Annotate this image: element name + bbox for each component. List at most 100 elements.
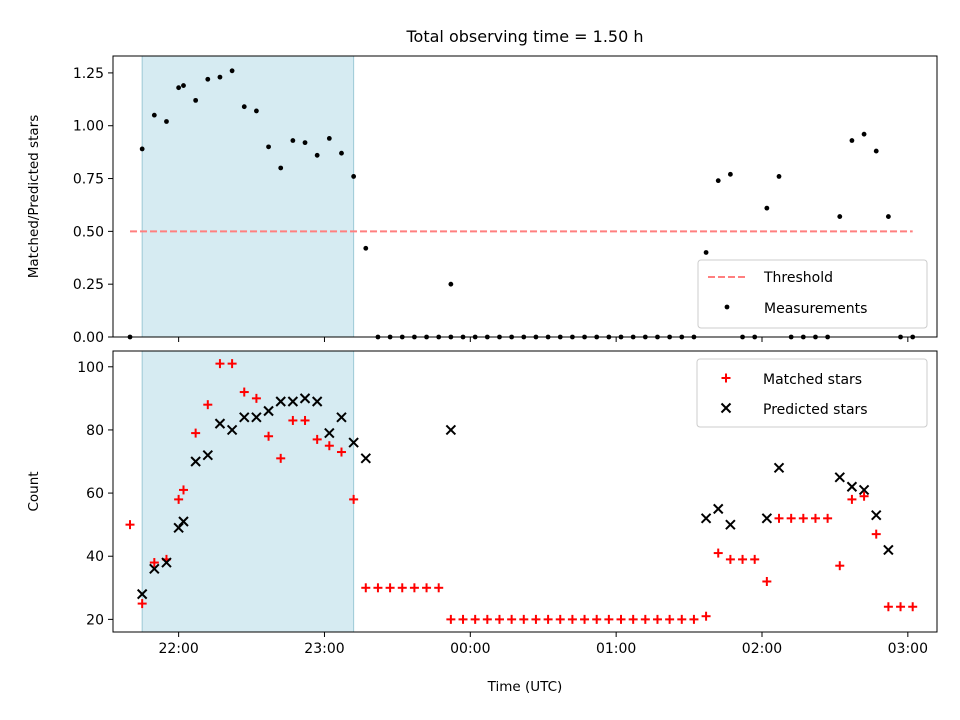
matched-star-marker — [409, 583, 419, 593]
observing-window-shade — [141, 350, 355, 633]
matched-star-marker — [689, 614, 699, 624]
measurement-point — [139, 146, 145, 152]
count-panel: 22:00 23:00 00:00 01:00 02:00 03:00 20 40 60 80 1… — [26, 350, 938, 695]
measurement-point — [339, 150, 344, 156]
matched-star-marker — [470, 614, 480, 624]
matched-star-marker — [137, 599, 147, 609]
matched-star-marker — [288, 415, 298, 425]
y-tick-label: 80 — [86, 423, 104, 439]
legend-matched-swatch — [721, 373, 731, 383]
matched-star-marker — [434, 583, 444, 593]
predicted-star-marker — [858, 484, 870, 496]
matched-star-marker — [847, 494, 857, 504]
measurement-point — [764, 205, 770, 211]
predicted-star-marker — [178, 516, 189, 527]
matched-star-marker — [361, 583, 371, 593]
y-tick-label: 100 — [77, 360, 104, 376]
predicted-star-marker — [149, 563, 160, 575]
predicted-star-marker — [336, 412, 347, 423]
matched-star-marker — [883, 602, 893, 612]
measurement-point — [241, 104, 247, 110]
measurement-point — [363, 245, 369, 251]
measurement-point — [314, 152, 320, 158]
matched-star-marker — [810, 513, 820, 523]
predicted-star-marker — [202, 449, 214, 461]
matched-star-marker — [227, 359, 237, 369]
x-tick-label: 03:00 — [888, 641, 928, 657]
ratio-panel-frame — [112, 55, 938, 338]
matched-star-marker — [494, 614, 504, 624]
predicted-star-marker — [846, 481, 858, 492]
matched-star-marker — [871, 529, 881, 539]
matched-star-marker — [555, 614, 565, 624]
matched-star-marker — [276, 453, 286, 463]
measurement-point — [727, 171, 733, 177]
matched-star-marker — [616, 614, 626, 624]
matched-star-marker — [174, 494, 184, 504]
predicted-star-marker — [226, 424, 238, 436]
ratio-panel-x-ticks — [178, 337, 909, 342]
predicted-star-marker — [834, 472, 845, 483]
y-tick-label: 0.00 — [73, 330, 104, 346]
matched-star-marker — [300, 415, 310, 425]
matched-star-marker — [349, 494, 359, 504]
count-panel-legend: Matched stars Predicted stars — [696, 358, 928, 428]
measurement-point — [776, 174, 782, 179]
legend-measurements-swatch — [724, 304, 730, 310]
legend-matched-label: Matched stars — [763, 372, 862, 388]
matched-star-marker — [640, 614, 650, 624]
matched-star-marker — [835, 561, 845, 571]
measurement-point — [849, 138, 855, 143]
measurement-point — [176, 85, 182, 91]
legend-frame — [696, 358, 928, 428]
measurement-point — [164, 119, 169, 124]
matched-star-marker — [652, 614, 662, 624]
predicted-star-marker — [360, 453, 371, 464]
matched-star-marker — [446, 614, 456, 624]
legend-plus-marker — [721, 373, 731, 383]
y-tick-label: 60 — [86, 486, 104, 502]
measurement-point — [715, 178, 721, 184]
predicted-star-marker — [700, 513, 712, 524]
legend-measurements-label: Measurements — [764, 301, 867, 317]
y-tick-label: 0.25 — [73, 277, 104, 293]
legend-frame — [697, 259, 928, 329]
matched-star-marker — [701, 611, 711, 621]
count-panel-frame — [112, 350, 938, 633]
matched-star-marker — [543, 614, 553, 624]
predicted-star-marker — [761, 513, 773, 524]
predicted-star-marker — [324, 427, 335, 439]
predicted-star-marker — [445, 424, 457, 436]
x-tick-label: 22:00 — [158, 641, 198, 657]
measurement-point — [181, 83, 186, 88]
measurement-point — [205, 76, 211, 82]
x-tick-label: 23:00 — [304, 641, 344, 657]
matched-star-marker — [750, 554, 760, 564]
predicted-star-marker — [773, 462, 785, 474]
matched-star-marker — [264, 431, 274, 441]
ratio-panel-y-ticks: 0.00 0.25 0.50 0.75 1.00 1.25 — [73, 66, 113, 346]
y-tick-label: 20 — [86, 612, 104, 628]
matched-star-marker — [896, 602, 906, 612]
predicted-star-marker — [173, 522, 184, 534]
predicted-star-marker — [190, 456, 201, 467]
chart-title: Total observing time = 1.50 h — [405, 27, 643, 46]
y-tick-label: 1.25 — [73, 66, 104, 82]
legend-predicted-swatch — [720, 402, 732, 414]
matched-star-marker — [203, 400, 213, 410]
predicted-star-marker — [713, 503, 724, 515]
matched-star-marker — [665, 614, 675, 624]
ratio-panel-y-label: Matched/Predicted stars — [26, 115, 42, 278]
matched-star-marker — [531, 614, 541, 624]
measurement-point — [290, 138, 296, 143]
measurement-point — [266, 144, 271, 150]
predicted-star-marker — [871, 509, 882, 521]
measurement-point — [837, 214, 843, 219]
matched-star-marker — [251, 393, 261, 403]
legend-x-marker — [720, 402, 732, 414]
matched-star-marker — [336, 447, 346, 457]
matched-star-marker — [567, 614, 577, 624]
matched-star-marker — [628, 614, 638, 624]
matched-star-marker — [312, 434, 322, 444]
